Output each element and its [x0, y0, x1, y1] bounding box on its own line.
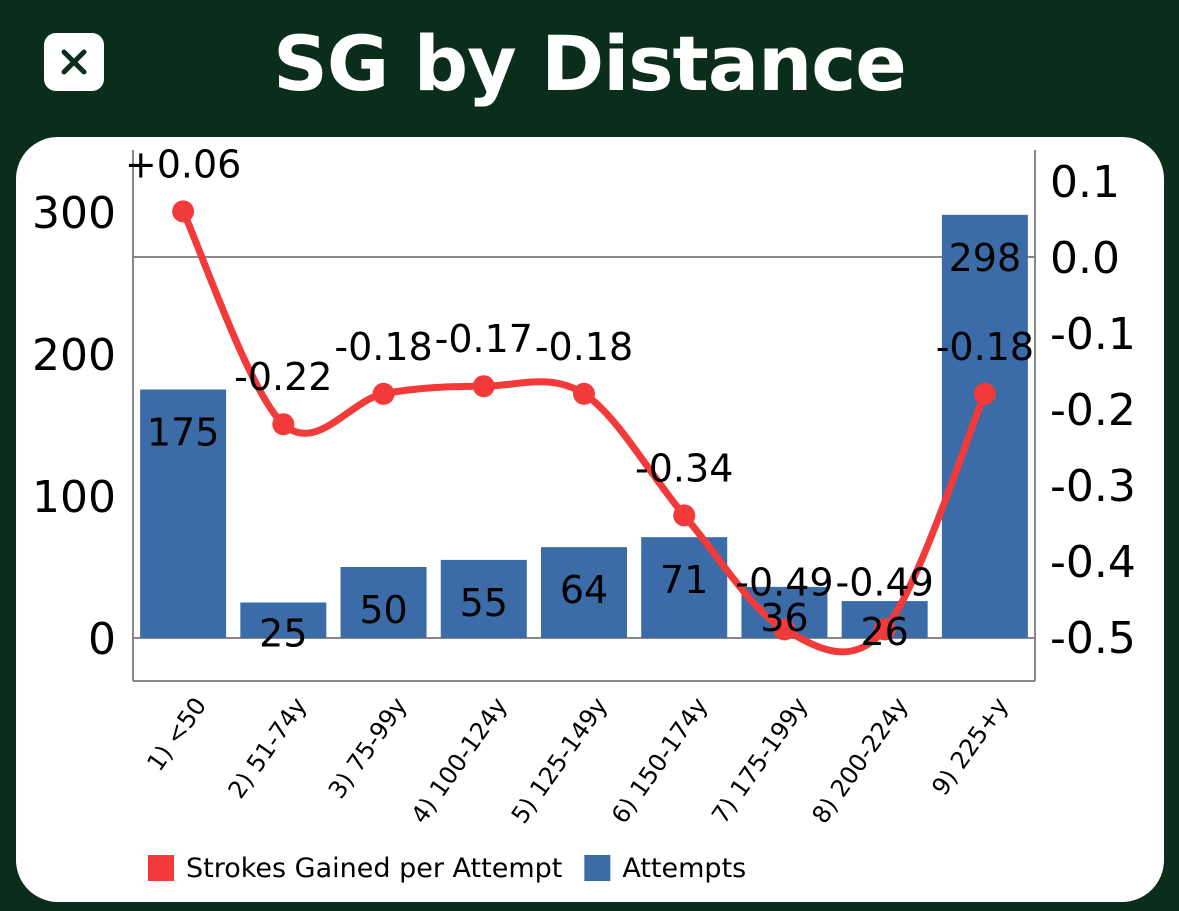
x-tick-label: 3) 75-99y — [323, 692, 413, 803]
bar-value-label: 175 — [147, 411, 220, 455]
line-value-label: -0.17 — [435, 317, 533, 361]
close-icon — [61, 49, 87, 75]
line-point-strokes-gained — [773, 618, 796, 641]
bar-value-label: 26 — [860, 610, 908, 654]
bar-attempts — [941, 214, 1028, 638]
line-value-label: -0.18 — [535, 325, 633, 369]
x-tick-label: 5) 125-149y — [506, 692, 613, 828]
y-left-tick-label: 100 — [32, 472, 116, 523]
legend-label: Attempts — [622, 853, 746, 884]
bar-value-label: 298 — [949, 236, 1022, 280]
header: SG by Distance — [0, 0, 1179, 136]
line-point-strokes-gained — [372, 382, 395, 405]
y-left-tick-label: 0 — [88, 614, 116, 665]
bar-attempts — [140, 389, 227, 638]
y-right-tick-label: -0.1 — [1050, 309, 1136, 360]
y-left-tick-label: 200 — [32, 330, 116, 381]
x-tick-label: 8) 200-224y — [806, 692, 913, 828]
legend-swatch — [148, 855, 174, 881]
bar-attempts — [541, 547, 627, 638]
close-button[interactable] — [44, 33, 104, 91]
line-value-label: -0.34 — [635, 446, 733, 490]
bar-value-label: 50 — [359, 588, 407, 632]
line-value-label: -0.49 — [735, 560, 833, 604]
x-tick-label: 9) 225+y — [926, 692, 1013, 800]
line-value-label: +0.06 — [125, 142, 241, 186]
bar-value-label: 64 — [560, 568, 608, 612]
line-value-label: -0.18 — [936, 325, 1034, 369]
x-tick-label: 4) 100-124y — [406, 692, 513, 828]
bar-attempts — [340, 567, 427, 638]
line-value-label: -0.22 — [234, 355, 332, 399]
line-point-strokes-gained — [673, 504, 696, 527]
bar-value-label: 25 — [259, 612, 307, 656]
bar-attempts — [240, 602, 327, 638]
x-tick-label: 2) 51-74y — [223, 692, 313, 803]
bar-value-label: 71 — [660, 558, 708, 602]
x-tick-label: 1) <50 — [142, 692, 212, 776]
line-point-strokes-gained — [973, 382, 996, 405]
line-point-strokes-gained — [272, 413, 295, 436]
y-right-tick-label: -0.2 — [1050, 385, 1136, 436]
line-point-strokes-gained — [873, 618, 896, 641]
line-value-label: -0.49 — [836, 560, 934, 604]
line-point-strokes-gained — [172, 200, 195, 223]
x-tick-label: 7) 175-199y — [706, 692, 813, 828]
page-title: SG by Distance — [273, 19, 907, 108]
legend-label: Strokes Gained per Attempt — [186, 853, 562, 884]
line-point-strokes-gained — [573, 382, 595, 405]
y-right-tick-label: -0.5 — [1050, 613, 1136, 664]
y-right-tick-label: 0.0 — [1050, 233, 1120, 284]
y-right-tick-label: -0.4 — [1050, 537, 1136, 588]
legend-swatch — [584, 855, 611, 881]
x-tick-label: 6) 150-174y — [606, 692, 713, 828]
line-value-label: -0.18 — [334, 325, 432, 369]
y-right-tick-label: -0.3 — [1050, 461, 1136, 512]
bar-value-label: 36 — [760, 596, 808, 640]
bar-value-label: 55 — [460, 581, 508, 625]
line-point-strokes-gained — [472, 375, 495, 398]
bar-attempts — [440, 559, 527, 638]
y-right-tick-label: 0.1 — [1050, 157, 1120, 208]
y-left-tick-label: 300 — [32, 188, 116, 239]
